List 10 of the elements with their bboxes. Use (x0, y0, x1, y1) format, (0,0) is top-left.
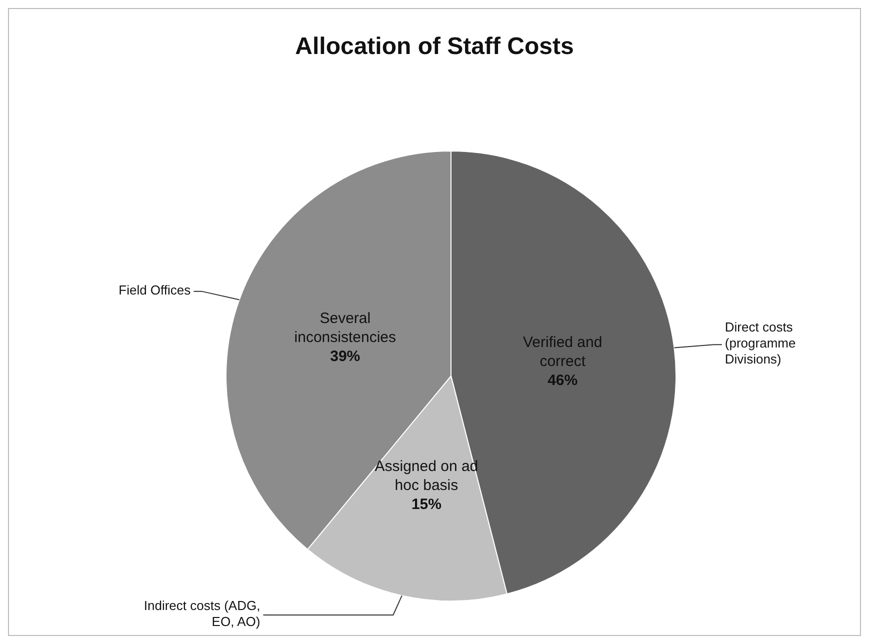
data-label: 15% (411, 496, 442, 513)
slice-label: Field Offices (118, 282, 192, 298)
data-label: 39% (330, 348, 360, 365)
data-label: 46% (548, 372, 578, 389)
text: Several inconsistencies (294, 310, 396, 346)
slice-label: Direct costs (programme Divisions) (724, 320, 796, 368)
text: Assigned on ad hoc basis (374, 458, 478, 494)
slice-label: Indirect costs (ADG, EO, AO) (144, 598, 260, 630)
chart-title: Allocation of Staff Costs (294, 33, 575, 61)
text: Verified and correct (522, 334, 602, 370)
